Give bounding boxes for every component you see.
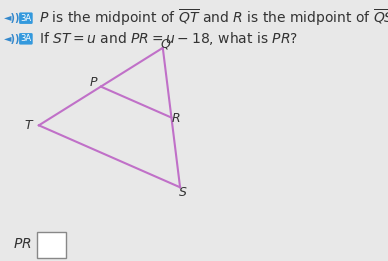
Text: ◄)): ◄)) (4, 34, 21, 44)
Text: T: T (25, 119, 33, 132)
Text: ◄)): ◄)) (4, 13, 21, 23)
Text: $PR$ =: $PR$ = (13, 237, 47, 251)
Text: If $ST = u$ and $PR = u - 18$, what is $PR$?: If $ST = u$ and $PR = u - 18$, what is $… (39, 30, 298, 47)
Text: $P$ is the midpoint of $\overline{QT}$ and $R$ is the midpoint of $\overline{QS}: $P$ is the midpoint of $\overline{QT}$ a… (39, 8, 388, 28)
Text: 3A: 3A (20, 34, 31, 43)
Text: S: S (179, 186, 187, 199)
Bar (37, 233, 66, 258)
Text: 3A: 3A (20, 14, 31, 23)
Text: R: R (171, 112, 180, 125)
Text: P: P (90, 76, 97, 89)
Text: Q: Q (161, 38, 171, 50)
